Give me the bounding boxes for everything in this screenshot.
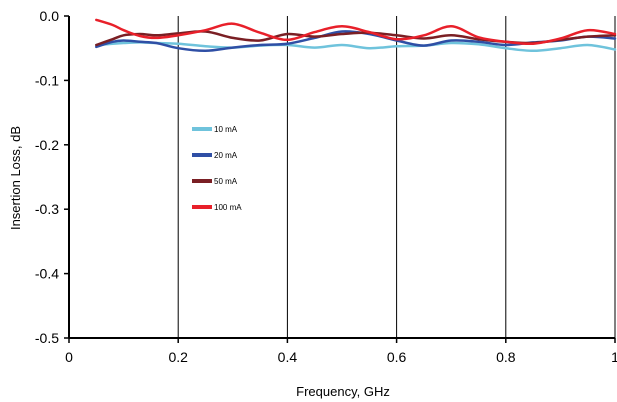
x-tick-label: 0.4: [278, 349, 298, 365]
x-tick-label: 0.2: [168, 349, 188, 365]
series-line-100-ma: [95, 18, 617, 46]
y-tick-label: -0.5: [35, 330, 59, 346]
legend-label-100-ma: 100 mA: [214, 203, 242, 212]
ticks: 0.0 -0.1 -0.2 -0.3 -0.4 -0.5 0 0.2 0.4 0.6 0.8 1: [35, 8, 617, 365]
series-layer: [95, 18, 617, 53]
y-tick-label: -0.1: [35, 72, 59, 88]
x-tick-label: 0: [65, 349, 73, 365]
y-tick-label: -0.4: [35, 266, 59, 282]
y-tick-label: 0.0: [40, 8, 60, 24]
x-tick-label: 0.8: [496, 349, 516, 365]
legend: 10 mA 20 mA 50 mA 100 mA: [192, 125, 242, 212]
axes: [68, 16, 615, 339]
y-axis-title: Insertion Loss, dB: [8, 126, 23, 230]
grid: [177, 16, 616, 338]
legend-label-10-ma: 10 mA: [214, 125, 238, 134]
y-tick-label: -0.3: [35, 201, 59, 217]
x-tick-label: 0.6: [387, 349, 407, 365]
y-tick-label: -0.2: [35, 137, 59, 153]
legend-label-50-ma: 50 mA: [214, 177, 238, 186]
x-tick-label: 1: [611, 349, 617, 365]
legend-label-20-ma: 20 mA: [214, 151, 238, 160]
x-axis-title: Frequency, GHz: [296, 384, 390, 399]
